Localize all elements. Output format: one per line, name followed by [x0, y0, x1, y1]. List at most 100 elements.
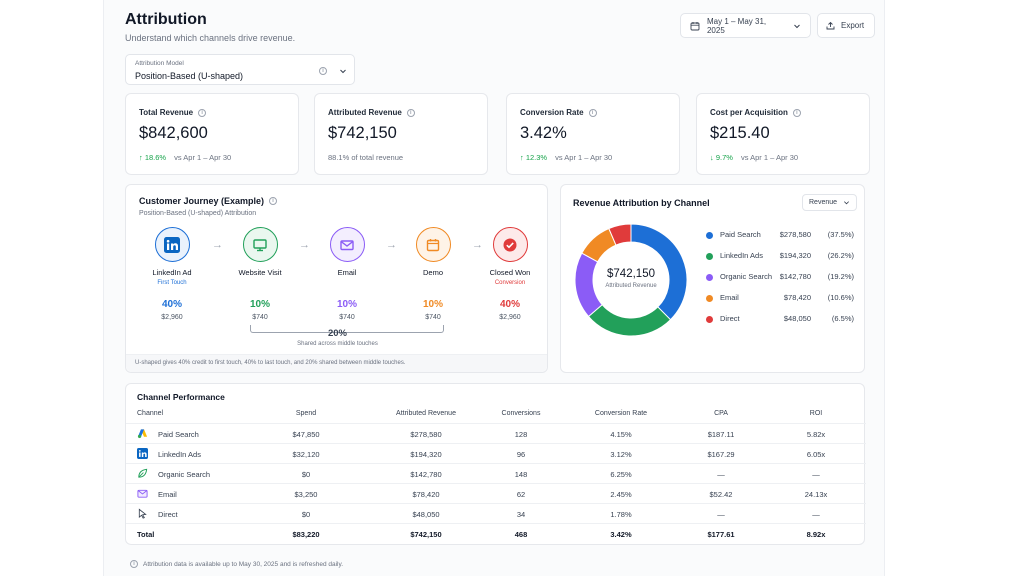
calendar-icon	[690, 21, 700, 30]
roi-cell: 6.05x	[806, 450, 826, 459]
legend-name: Email	[720, 293, 739, 302]
step-tag	[312, 280, 382, 288]
column-header[interactable]: Spend	[295, 410, 317, 417]
step-percent: 40%	[161, 299, 182, 310]
table-total-row: Total $83,220 $742,150 468 3.42% $177.61…	[126, 523, 866, 543]
legend-item-paid-search: Paid Search $278,580 (37.5%)	[706, 230, 856, 242]
revenue-attribution-card: Revenue Attribution by Channel Revenue $…	[560, 184, 865, 373]
middle-touch-percent: 20%	[327, 328, 347, 339]
conversions-cell: 34	[516, 510, 526, 519]
legend-dot	[706, 316, 713, 323]
step-amount: $740	[339, 314, 355, 321]
table-row[interactable]: Direct $0 $48,050 34 1.78% — —	[126, 503, 866, 523]
cpa-cell: —	[717, 470, 725, 479]
info-icon[interactable]: i	[198, 108, 207, 117]
donut-center-label: Attributed Revenue	[605, 283, 657, 289]
journey-step-email: Email 10% $740	[312, 227, 382, 321]
cpa-cell: —	[717, 510, 725, 519]
column-header[interactable]: Attributed Revenue	[396, 410, 456, 417]
info-icon[interactable]: i	[269, 197, 278, 205]
model-select-label: Attribution Model	[135, 60, 184, 67]
kpi-label: Cost per Acquisition	[710, 108, 788, 117]
info-icon[interactable]: i	[588, 108, 597, 117]
conversion-rate-cell: 2.45%	[610, 490, 632, 499]
total-revenue: $742,150	[410, 530, 442, 539]
page-title: Attribution	[125, 11, 207, 28]
spend-cell: $32,120	[292, 450, 320, 459]
total-cpa: $177.61	[707, 530, 735, 539]
legend-percent: (26.2%)	[827, 251, 854, 260]
total-conversions: 468	[514, 530, 528, 539]
donut-slice-direct[interactable]	[608, 223, 632, 246]
conversion-rate-cell: 4.15%	[610, 430, 632, 439]
journey-step-closed-won: Closed Won Conversion 40% $2,960	[475, 227, 545, 321]
kpi-value: 3.42%	[520, 124, 567, 142]
roi-cell: 24.13x	[804, 490, 828, 499]
legend-percent: (19.2%)	[827, 272, 854, 281]
table-row[interactable]: Organic Search $0 $142,780 148 6.25% — —	[126, 463, 866, 483]
legend-item-direct: Direct $48,050 (6.5%)	[706, 314, 856, 326]
metric-select[interactable]: Revenue	[802, 194, 857, 211]
kpi-compare: vs Apr 1 – Apr 30	[740, 153, 799, 162]
revenue-cell: $278,580	[410, 430, 442, 439]
legend-value: $278,580	[779, 230, 811, 239]
spend-cell: $47,850	[292, 430, 320, 439]
step-name: Demo	[422, 268, 443, 277]
column-header[interactable]: Channel	[137, 410, 164, 417]
legend-item-email: Email $78,420 (10.6%)	[706, 293, 856, 305]
legend-value: $78,420	[783, 293, 811, 302]
step-percent: 10%	[336, 299, 357, 310]
legend-value: $194,320	[779, 251, 811, 260]
column-header[interactable]: Conversions	[501, 410, 541, 417]
channel-name: Paid Search	[158, 430, 199, 439]
channel-name: Organic Search	[158, 470, 211, 479]
total-conversion-rate: 3.42%	[610, 530, 632, 539]
journey-note: U-shaped gives 40% credit to first touch…	[126, 354, 547, 372]
conversion-rate-cell: 1.78%	[610, 510, 632, 519]
export-button[interactable]: Export	[817, 13, 875, 38]
table-row[interactable]: Paid Search $47,850 $278,580 128 4.15% $…	[126, 423, 866, 443]
channel-name: Direct	[158, 510, 178, 519]
legend-name: Paid Search	[720, 230, 761, 239]
table-row[interactable]: LinkedIn Ads $32,120 $194,320 96 3.12% $…	[126, 443, 866, 463]
info-icon[interactable]: i	[319, 67, 327, 75]
legend-name: Direct	[720, 314, 740, 323]
legend-value: $48,050	[783, 314, 811, 323]
google-ads-icon	[137, 429, 148, 439]
step-name: Closed Won	[489, 268, 531, 277]
table-title: Channel Performance	[137, 392, 225, 402]
date-range-picker[interactable]: May 1 – May 31, 2025	[680, 13, 811, 38]
column-header[interactable]: ROI	[809, 410, 823, 417]
legend-dot	[706, 274, 713, 281]
column-header[interactable]: Conversion Rate	[594, 410, 648, 417]
attribution-page: Attribution Understand which channels dr…	[103, 0, 885, 576]
table-row[interactable]: Email $3,250 $78,420 62 2.45% $52.42 24.…	[126, 483, 866, 503]
arrow-right-icon: →	[299, 239, 310, 251]
kpi-value: $842,600	[139, 124, 208, 142]
chevron-down-icon	[340, 69, 346, 74]
kpi-delta: ↓ 9.7%	[710, 153, 733, 162]
kpi-total-revenue: Total Revenue i $842,600 ↑ 18.6% vs Apr 1 …	[125, 93, 299, 175]
revenue-cell: $48,050	[412, 510, 440, 519]
linkedin-icon	[137, 448, 148, 459]
step-percent: 10%	[422, 299, 443, 310]
cpa-cell: $52.42	[709, 490, 733, 499]
customer-journey-card: Customer Journey (Example) i Position-Bas…	[125, 184, 548, 373]
donut-slice-linkedin-ads[interactable]	[587, 304, 672, 337]
legend-value: $142,780	[779, 272, 811, 281]
legend-percent: (37.5%)	[827, 230, 854, 239]
chevron-down-icon	[844, 201, 849, 205]
attribution-model-select[interactable]: Attribution Model Position-Based (U-shap…	[125, 54, 355, 85]
step-tag	[398, 280, 468, 288]
spend-cell: $0	[301, 470, 311, 479]
info-icon[interactable]: i	[792, 108, 801, 117]
kpi-conversion-rate: Conversion Rate i 3.42% ↑ 12.3% vs Apr 1 –…	[506, 93, 680, 175]
upload-icon	[826, 21, 835, 30]
donut-center-value: $742,150	[607, 268, 655, 280]
info-icon[interactable]: i	[406, 108, 415, 117]
step-percent: 10%	[249, 299, 270, 310]
legend-dot	[706, 232, 713, 239]
step-name: Email	[337, 268, 357, 277]
kpi-attributed-revenue: Attributed Revenue i $742,150 88.1% of to…	[314, 93, 488, 175]
column-header[interactable]: CPA	[714, 410, 728, 417]
